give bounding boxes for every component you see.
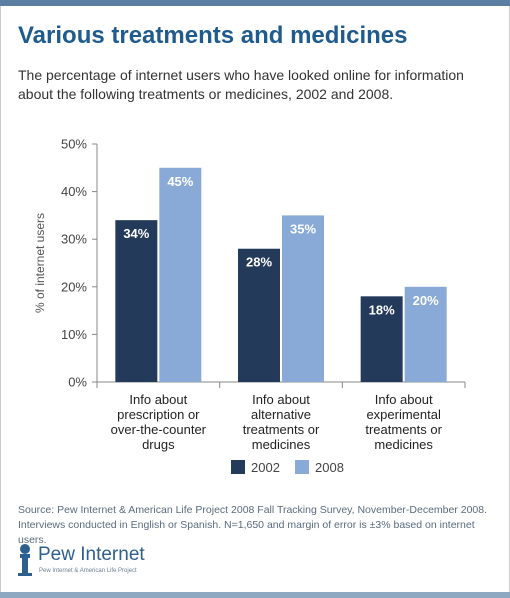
category-label: alternative [251,407,311,422]
legend-swatch-2008 [295,460,309,474]
chart-title: Various treatments and medicines [18,22,408,49]
category-label: Info about [375,392,433,407]
bar-value-label: 28% [246,255,272,270]
pew-logo-icon [18,544,32,576]
legend-label-2002: 2002 [251,460,280,475]
chart-subtitle: The percentage of internet users who hav… [18,67,464,102]
y-tick-label: 40% [61,184,87,199]
category-label: over-the-counter [111,422,207,437]
bottom-accent-bar [0,592,510,598]
y-tick-label: 0% [68,375,87,390]
pew-internet-logo: Pew Internet Pew Internet & American Lif… [14,542,174,582]
bar-value-label: 35% [290,221,316,236]
bar-2002 [238,248,280,382]
category-label: Info about [129,392,187,407]
source-line-1: Source: Pew Internet & American Life Pro… [18,504,488,516]
bar-2008 [404,286,447,382]
y-tick-label: 30% [61,232,87,247]
legend-label-2008: 2008 [315,460,344,475]
bar-value-label: 34% [123,226,149,241]
y-axis-title: % of internet users [33,213,47,313]
category-label: prescription or [117,407,200,422]
logo-name: Pew Internet [38,544,145,565]
y-tick-label: 50% [61,137,87,152]
category-label: medicines [252,437,311,452]
category-label: Info about [252,392,310,407]
legend-swatch-2002 [231,460,245,474]
category-label: treatments or [365,422,442,437]
category-label: medicines [374,437,433,452]
y-tick-label: 20% [61,279,87,294]
category-label: drugs [142,437,175,452]
category-label: experimental [366,407,441,422]
bar-2002 [115,220,158,382]
source-line-2: Interviews conducted in English or Spani… [18,519,475,546]
bar-value-label: 18% [369,302,395,317]
bar-value-label: 45% [167,174,193,189]
bar-chart: 0% 10% 20% 30% 40% 50% % of internet users 34% 4… [33,137,466,475]
logo-tagline: Pew Internet & American Life Project [39,568,137,574]
bar-2002 [360,296,403,382]
source-note: Source: Pew Internet & American Life Pro… [18,503,498,548]
top-accent-bar [0,0,510,6]
y-tick-label: 10% [61,327,87,342]
bar-2008 [282,215,324,382]
category-label: treatments or [243,422,320,437]
bar-value-label: 20% [413,293,439,308]
bar-2008 [159,167,202,382]
